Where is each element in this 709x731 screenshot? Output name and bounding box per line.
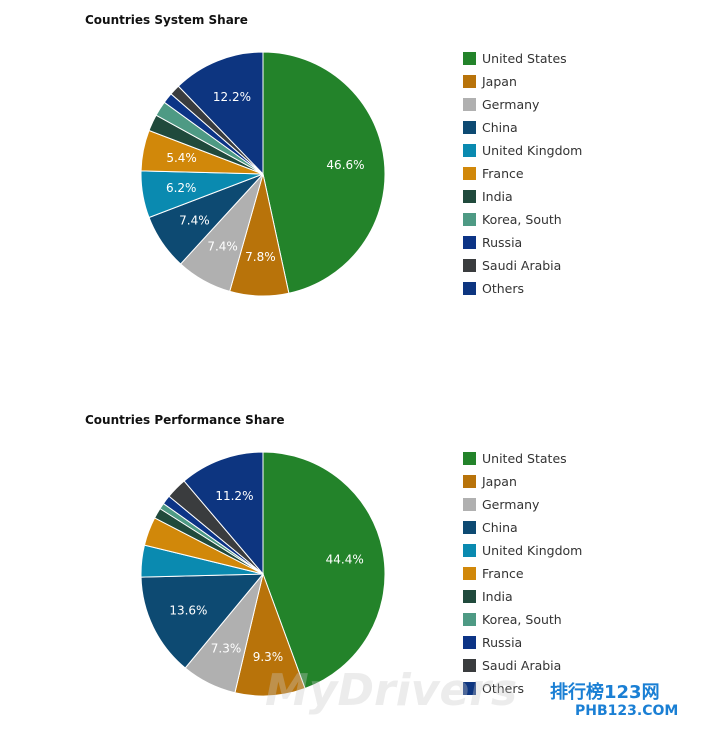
pie-chart-system-share: 46.6% 7.8% 7.4% 7.4% 6.2% 5.4% 12.2% bbox=[140, 51, 386, 297]
slice-data-label: 7.4% bbox=[207, 239, 238, 253]
legend-swatch bbox=[463, 682, 476, 695]
slice-data-label: 13.6% bbox=[169, 603, 207, 617]
legend-item: China bbox=[463, 516, 582, 539]
legend-label: Others bbox=[482, 281, 525, 296]
legend-swatch bbox=[463, 659, 476, 672]
slice-data-label: 7.4% bbox=[179, 214, 210, 228]
slice-data-label: 7.3% bbox=[211, 641, 242, 655]
legend-item: Russia bbox=[463, 231, 582, 254]
legend-item: Russia bbox=[463, 631, 582, 654]
legend-swatch bbox=[463, 567, 476, 580]
legend-label: France bbox=[482, 566, 524, 581]
legend-item: Korea, South bbox=[463, 608, 582, 631]
legend-label: Saudi Arabia bbox=[482, 658, 562, 673]
slice-data-label: 5.4% bbox=[166, 151, 197, 165]
legend-swatch bbox=[463, 282, 476, 295]
legend-item: United States bbox=[463, 447, 582, 470]
legend-item: Saudi Arabia bbox=[463, 254, 582, 277]
legend-swatch bbox=[463, 121, 476, 134]
legend-label: India bbox=[482, 189, 513, 204]
legend-label: Korea, South bbox=[482, 212, 562, 227]
slice-data-label: 46.6% bbox=[326, 158, 364, 172]
legend-item: United Kingdom bbox=[463, 539, 582, 562]
pie-slice-united-states bbox=[262, 451, 386, 690]
legend-item: Saudi Arabia bbox=[463, 654, 582, 677]
legend-swatch bbox=[463, 544, 476, 557]
legend-swatch bbox=[463, 167, 476, 180]
legend-label: China bbox=[482, 520, 518, 535]
legend-item: India bbox=[463, 185, 582, 208]
legend-swatch bbox=[463, 452, 476, 465]
legend-item: Korea, South bbox=[463, 208, 582, 231]
slice-data-label: 7.8% bbox=[245, 250, 276, 264]
slice-data-label: 11.2% bbox=[215, 489, 253, 503]
legend-label: United Kingdom bbox=[482, 543, 583, 558]
slice-data-label: 12.2% bbox=[213, 90, 251, 104]
legend-swatch bbox=[463, 498, 476, 511]
legend-label: Germany bbox=[482, 97, 540, 112]
watermark-mydrivers: MyDrivers bbox=[265, 665, 518, 716]
legend-swatch bbox=[463, 213, 476, 226]
chart-title-performance: Countries Performance Share bbox=[85, 413, 285, 427]
legend-label: Japan bbox=[482, 74, 517, 89]
legend-item: Others bbox=[463, 677, 582, 700]
slice-data-label: 9.3% bbox=[253, 650, 284, 664]
pie-slice-china bbox=[140, 573, 265, 669]
legend-item: United Kingdom bbox=[463, 139, 582, 162]
legend-label: United Kingdom bbox=[482, 143, 583, 158]
legend-label: France bbox=[482, 166, 524, 181]
legend-swatch bbox=[463, 190, 476, 203]
legend-item: Germany bbox=[463, 493, 582, 516]
watermark-phb-cn: 排行榜123网 bbox=[550, 682, 660, 703]
legend-label: Japan bbox=[482, 474, 517, 489]
legend-performance-share: United States Japan Germany China United Kin… bbox=[463, 447, 582, 700]
legend-swatch bbox=[463, 590, 476, 603]
legend-label: Others bbox=[482, 681, 525, 696]
slice-data-label: 44.4% bbox=[326, 552, 364, 566]
legend-label: Russia bbox=[482, 235, 523, 250]
legend-item: Japan bbox=[463, 70, 582, 93]
legend-swatch bbox=[463, 636, 476, 649]
legend-swatch bbox=[463, 98, 476, 111]
legend-system-share: United States Japan Germany China United Kin… bbox=[463, 47, 582, 300]
pie-slice-others bbox=[183, 451, 264, 576]
pie-slice-united-states bbox=[262, 51, 386, 294]
legend-label: India bbox=[482, 589, 513, 604]
legend-swatch bbox=[463, 475, 476, 488]
legend-swatch bbox=[463, 521, 476, 534]
legend-item: France bbox=[463, 562, 582, 585]
watermark-phb-url: PHB123.COM bbox=[575, 703, 679, 719]
slice-data-label: 6.2% bbox=[166, 181, 197, 195]
legend-item: United States bbox=[463, 47, 582, 70]
pie-chart-performance-share: 44.4% 9.3% 7.3% 13.6% 11.2% bbox=[140, 451, 386, 697]
legend-swatch bbox=[463, 144, 476, 157]
legend-label: Russia bbox=[482, 635, 523, 650]
legend-label: China bbox=[482, 120, 518, 135]
legend-swatch bbox=[463, 613, 476, 626]
legend-label: Saudi Arabia bbox=[482, 258, 562, 273]
legend-item: India bbox=[463, 585, 582, 608]
legend-swatch bbox=[463, 236, 476, 249]
legend-label: United States bbox=[482, 51, 567, 66]
legend-item: Germany bbox=[463, 93, 582, 116]
legend-label: Germany bbox=[482, 497, 540, 512]
legend-label: Korea, South bbox=[482, 612, 562, 627]
legend-swatch bbox=[463, 52, 476, 65]
legend-item: Others bbox=[463, 277, 582, 300]
chart-title-system: Countries System Share bbox=[85, 13, 248, 27]
legend-swatch bbox=[463, 75, 476, 88]
legend-item: France bbox=[463, 162, 582, 185]
legend-label: United States bbox=[482, 451, 567, 466]
legend-swatch bbox=[463, 259, 476, 272]
legend-item: Japan bbox=[463, 470, 582, 493]
legend-item: China bbox=[463, 116, 582, 139]
pie-slice-others bbox=[177, 51, 264, 176]
